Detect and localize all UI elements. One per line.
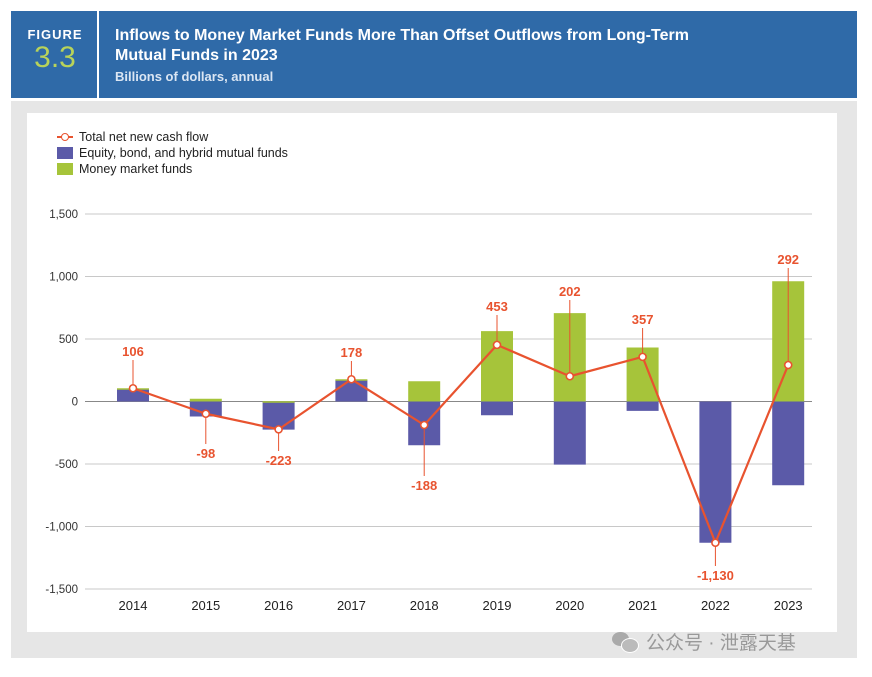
- data-label: -98: [196, 446, 215, 461]
- legend-label-total: Total net new cash flow: [79, 130, 209, 144]
- equity-bar: [699, 401, 732, 543]
- data-label: 178: [341, 345, 363, 360]
- data-label: 357: [632, 312, 654, 327]
- legend-label-equity: Equity, bond, and hybrid mutual funds: [79, 146, 288, 160]
- equity-bar: [189, 401, 222, 417]
- x-tick-label: 2022: [701, 598, 730, 613]
- mmf-swatch-icon: [57, 163, 73, 175]
- figure-number-box: FIGURE 3.3: [11, 11, 99, 98]
- chart-subtitle: Billions of dollars, annual: [115, 69, 274, 84]
- mmf-bar: [408, 381, 441, 402]
- wechat-icon: [612, 631, 639, 653]
- x-tick-label: 2016: [264, 598, 293, 613]
- legend-label-mmf: Money market funds: [79, 162, 193, 176]
- chart-svg: 1,500 1,000 500 0 -500 -1,000 -1,500 106 -98 -223…: [45, 209, 812, 613]
- y-tick-label: 500: [59, 334, 78, 346]
- data-label: 453: [486, 299, 508, 314]
- total-point: [419, 420, 429, 430]
- figure-header: FIGURE 3.3 Inflows to Money Market Funds…: [11, 11, 857, 98]
- chart-panel: 1,500 1,000 500 0 -500 -1,000 -1,500 106 -98 -223…: [11, 101, 857, 658]
- equity-bar: [626, 401, 659, 411]
- legend: Total net new cash flow Equity, bond, an…: [57, 129, 288, 177]
- watermark: 公众号 · 泄露天基: [612, 628, 796, 655]
- x-tick-label: 2017: [337, 598, 366, 613]
- x-tick-label: 2023: [774, 598, 803, 613]
- x-tick-label: 2020: [555, 598, 584, 613]
- data-label: -223: [266, 453, 292, 468]
- mmf-bar: [189, 398, 222, 402]
- legend-item-total: Total net new cash flow: [57, 129, 288, 145]
- legend-item-mmf: Money market funds: [57, 161, 288, 177]
- y-tick-label: -1,500: [45, 584, 78, 596]
- equity-bar: [481, 401, 513, 416]
- total-point: [783, 360, 793, 370]
- total-point: [128, 383, 138, 393]
- y-tick-label: 1,000: [49, 272, 78, 284]
- data-label: -188: [411, 478, 437, 493]
- figure-label: FIGURE: [27, 27, 83, 42]
- x-tick-label: 2021: [628, 598, 657, 613]
- total-point: [201, 409, 211, 419]
- x-tick-label: 2019: [483, 598, 512, 613]
- figure-number: 3.3: [34, 41, 76, 74]
- chart-title: Inflows to Money Market Funds More Than …: [115, 26, 835, 66]
- x-tick-label: 2015: [191, 598, 220, 613]
- total-point: [565, 371, 575, 381]
- equity-bar: [772, 401, 805, 486]
- x-tick-label: 2018: [410, 598, 439, 613]
- chart-title-line1: Inflows to Money Market Funds More Than …: [115, 27, 689, 44]
- chart-title-line2: Mutual Funds in 2023: [115, 47, 278, 64]
- mmf-bar: [262, 401, 295, 403]
- data-label: 106: [122, 344, 144, 359]
- equity-bar: [553, 401, 586, 465]
- total-point: [347, 374, 356, 384]
- legend-item-equity: Equity, bond, and hybrid mutual funds: [57, 145, 288, 161]
- equity-bar: [262, 401, 295, 430]
- data-label: 292: [777, 252, 799, 267]
- data-label: -1,130: [697, 568, 734, 583]
- total-point: [492, 340, 502, 350]
- data-label: 202: [559, 284, 581, 299]
- x-tick-label: 2014: [119, 598, 148, 613]
- y-tick-label: 1,500: [49, 209, 78, 221]
- total-point: [638, 352, 647, 362]
- total-line: [132, 343, 790, 544]
- watermark-text: 公众号 · 泄露天基: [646, 633, 796, 654]
- equity-swatch-icon: [57, 147, 73, 159]
- y-tick-label: -500: [55, 459, 78, 471]
- total-point: [711, 538, 720, 548]
- y-tick-label: -1,000: [45, 522, 78, 534]
- chart-area: 1,500 1,000 500 0 -500 -1,000 -1,500 106 -98 -223…: [27, 113, 837, 632]
- line-marker-icon: [57, 131, 73, 143]
- total-point: [274, 425, 283, 434]
- y-tick-label: 0: [72, 397, 78, 409]
